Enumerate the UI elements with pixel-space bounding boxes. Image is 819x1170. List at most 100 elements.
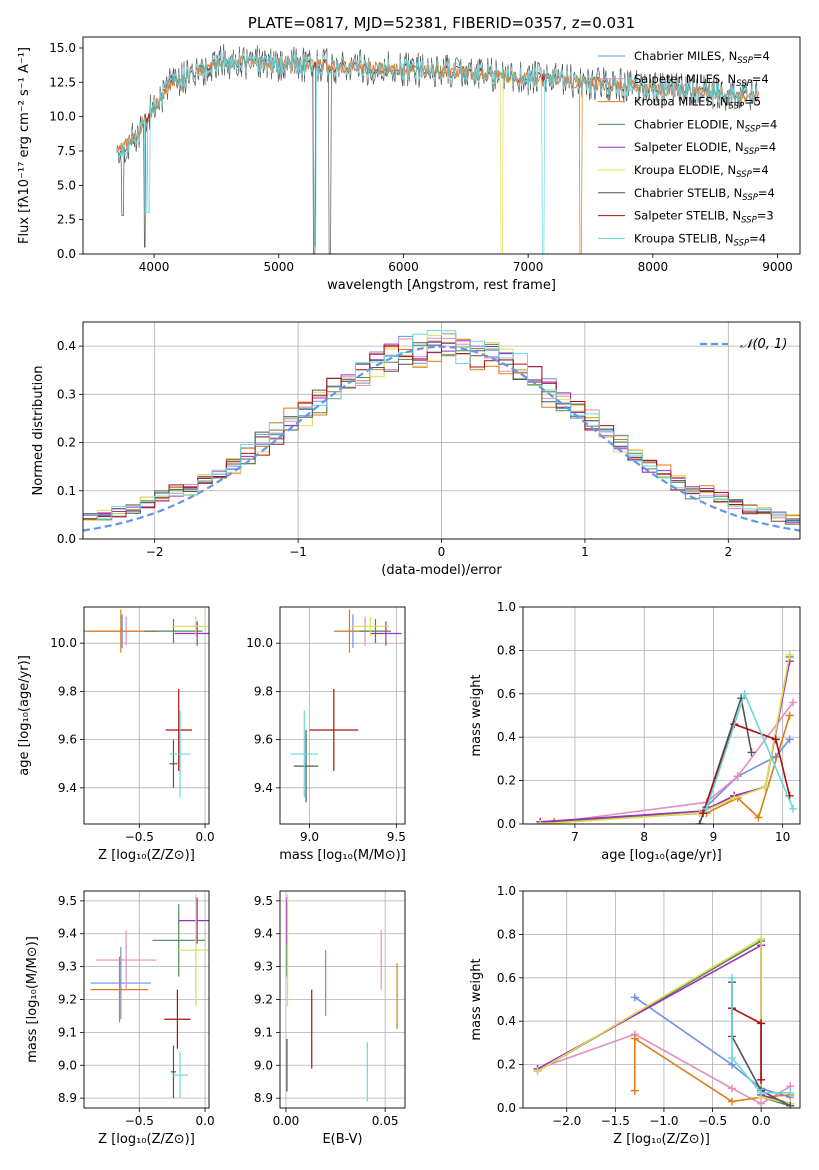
plot-area-weights_vs_age bbox=[536, 650, 798, 824]
weight-marker-krou_elodie bbox=[757, 934, 766, 943]
weight-line-salp_elodie bbox=[540, 661, 791, 823]
y-tick-label: 0.2 bbox=[497, 1058, 516, 1072]
x-tick-label: 7000 bbox=[513, 260, 544, 274]
x-tick-label: −0.5 bbox=[698, 1114, 727, 1128]
y-tick-label: 9.8 bbox=[58, 684, 77, 698]
plot-area-age_vs_Z bbox=[84, 609, 209, 798]
legend-item: Kroupa MILES, NSSP=5 bbox=[598, 95, 761, 112]
errorbar-point-krou_elodie bbox=[177, 894, 209, 1007]
legend-label-tail: =4 bbox=[760, 117, 777, 131]
legend-label-tail: =4 bbox=[758, 186, 775, 200]
y-tick-label: 9.4 bbox=[58, 781, 77, 795]
legend-label: 𝒩(0, 1) bbox=[740, 337, 787, 352]
x-tick-label: 0.05 bbox=[372, 1114, 399, 1128]
weight-marker-salp_stelib bbox=[757, 1019, 766, 1028]
plot-area-spectrum bbox=[116, 43, 759, 254]
y-tick-label: 0.4 bbox=[497, 1014, 516, 1028]
errorbar-point-salp_elodie bbox=[370, 621, 402, 646]
weight-marker-salp_stelib bbox=[699, 809, 708, 818]
histogram-salp_elodie bbox=[83, 340, 800, 524]
legend-item: Chabrier MILES, NSSP=4 bbox=[598, 49, 770, 66]
legend-label: Salpeter ELODIE, NSSP=4 bbox=[634, 140, 776, 157]
y-tick-label: 9.5 bbox=[58, 894, 77, 908]
y-tick-label: 10.0 bbox=[50, 636, 77, 650]
x-tick-label: 9 bbox=[710, 830, 718, 844]
x-axis-label: mass [log₁₀(M/M⊙)] bbox=[279, 848, 406, 863]
x-tick-label: 1 bbox=[581, 545, 589, 559]
x-tick-label: 8 bbox=[640, 830, 648, 844]
y-tick-label: 0.6 bbox=[497, 687, 516, 701]
axes-frame bbox=[82, 321, 801, 540]
legend-label-main: Kroupa ELODIE, N bbox=[634, 163, 736, 177]
y-tick-label: 0.3 bbox=[57, 387, 76, 401]
weight-line-salp_stelib bbox=[702, 723, 791, 814]
y-tick-label: 9.6 bbox=[254, 733, 273, 747]
weight-marker-krou_stelib bbox=[789, 804, 798, 813]
y-tick-label: 9.2 bbox=[58, 993, 77, 1007]
weight-marker-krou_stelib bbox=[740, 689, 749, 698]
weight-line-chab_miles bbox=[705, 738, 791, 808]
y-tick-label: 0.4 bbox=[497, 730, 516, 744]
y-tick-label: 9.4 bbox=[254, 781, 273, 795]
legend-label-main: Chabrier ELODIE, N bbox=[634, 117, 745, 131]
weight-line-salp_miles bbox=[540, 702, 794, 824]
y-tick-label: 9.1 bbox=[58, 1025, 77, 1039]
histogram-krou_stelib bbox=[83, 329, 800, 521]
legend-label-sub: SSP bbox=[729, 102, 745, 112]
x-tick-label: 6000 bbox=[388, 260, 419, 274]
weight-marker-krou_elodie bbox=[533, 1067, 542, 1076]
weight-marker-salp_miles bbox=[733, 772, 742, 781]
plot-area-age_vs_mass bbox=[290, 609, 402, 803]
spectrum-line-krou_stelib bbox=[116, 50, 759, 254]
spectrum-line-krou_miles bbox=[575, 77, 584, 254]
axes-frame bbox=[83, 890, 210, 1109]
y-tick-label: 9.1 bbox=[254, 1025, 273, 1039]
legend-label: Salpeter MILES, NSSP=4 bbox=[634, 72, 769, 89]
x-tick-label: 9.5 bbox=[387, 830, 406, 844]
y-tick-label: 8.9 bbox=[58, 1091, 77, 1105]
weight-marker-krou_elodie bbox=[536, 820, 545, 824]
legend-item: Kroupa STELIB, NSSP=4 bbox=[598, 231, 766, 248]
legend-label-sub: SSP bbox=[741, 216, 757, 226]
legend-label-main: Chabrier MILES, N bbox=[634, 49, 737, 63]
errorbar-point-salp_miles bbox=[95, 930, 157, 990]
x-axis-label: Z [log₁₀(Z/Z⊙)] bbox=[98, 1132, 195, 1147]
x-tick-label: 5000 bbox=[263, 260, 294, 274]
legend-label-main: Salpeter MILES, N bbox=[634, 72, 736, 86]
spectrum-line-chab_stelib bbox=[116, 43, 759, 254]
legend-label-tail: =5 bbox=[744, 95, 761, 109]
y-tick-label: 9.8 bbox=[254, 684, 273, 698]
x-tick-label: 7 bbox=[571, 830, 579, 844]
errorbar-point-chab_miles bbox=[90, 946, 152, 1020]
y-axis-label: Flux [fλ10⁻¹⁷ erg cm⁻² s⁻¹ A⁻¹] bbox=[17, 47, 32, 244]
weight-marker-krou_stelib bbox=[702, 804, 711, 813]
y-tick-label: 0.6 bbox=[497, 971, 516, 985]
legend-item: Salpeter ELODIE, NSSP=4 bbox=[598, 140, 776, 157]
y-tick-label: 0.4 bbox=[57, 339, 76, 353]
y-tick-label: 5.0 bbox=[57, 178, 76, 192]
axes-frame bbox=[522, 890, 801, 1109]
y-tick-label: 12.5 bbox=[49, 75, 76, 89]
panel-mass_vs_Z: −0.5 0.0 8.9 9.0 9.1 9.2 9.3 9.4 9.5 Z [log₁₀(Z/Z… bbox=[25, 890, 215, 1147]
x-tick-label: −2.0 bbox=[552, 1114, 581, 1128]
weight-marker-chab_stelib bbox=[695, 820, 704, 824]
legend-label-main: Kroupa STELIB, N bbox=[634, 231, 734, 245]
panel-spectrum: 4000 5000 6000 7000 8000 9000 0.0 2.5 5.0 7.5 10.0… bbox=[17, 14, 801, 293]
legend-label-sub: SSP bbox=[736, 170, 752, 180]
axes-frame bbox=[279, 890, 406, 1109]
y-tick-label: 9.0 bbox=[254, 1058, 273, 1072]
panel-weights_vs_age: 7 8 9 10 0.0 0.2 0.4 0.6 0.8 1.0 age [log₁₀(age/yr… bbox=[469, 600, 801, 863]
errorbar-point-salp_stelib bbox=[165, 688, 192, 771]
axes-frame bbox=[83, 606, 210, 825]
legend-label: Kroupa STELIB, NSSP=4 bbox=[634, 231, 766, 248]
y-tick-label: 10.0 bbox=[246, 636, 273, 650]
y-tick-label: 0.0 bbox=[497, 1101, 516, 1115]
x-tick-label: 0.0 bbox=[196, 830, 215, 844]
weight-marker-krou_stelib bbox=[757, 1088, 766, 1097]
legend-label-sub: SSP bbox=[744, 147, 760, 157]
x-tick-label: 9.0 bbox=[300, 830, 319, 844]
x-axis-label: E(B-V) bbox=[322, 1132, 362, 1147]
axes-frame bbox=[279, 606, 406, 825]
y-tick-label: 15.0 bbox=[49, 41, 76, 55]
